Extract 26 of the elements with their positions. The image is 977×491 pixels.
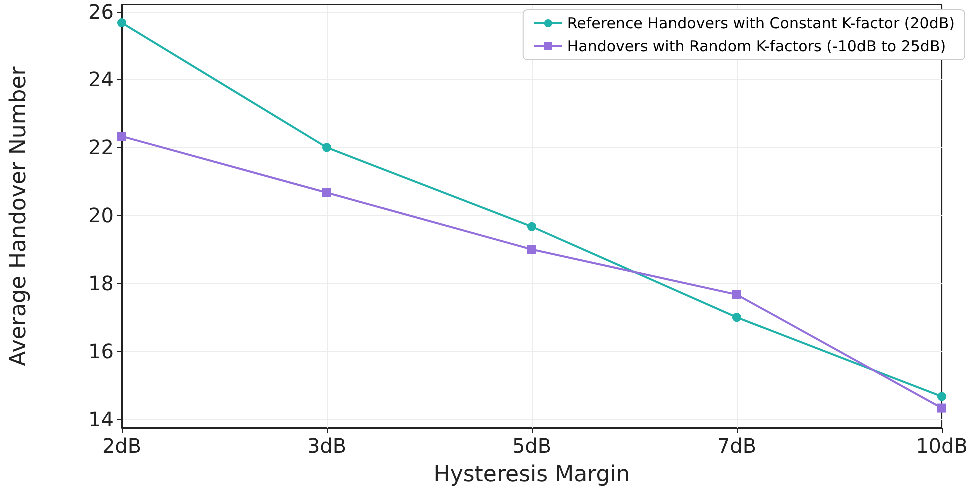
y-tick-label: 26 xyxy=(88,0,114,24)
point xyxy=(938,404,946,413)
y-axis-title: Average Handover Number xyxy=(6,66,32,366)
x-axis-title: Hysteresis Margin xyxy=(434,462,630,488)
x-tick-label: 7dB xyxy=(717,434,757,458)
legend-label: Handovers with Random K-factors (-10dB to 25dB) xyxy=(567,38,946,56)
x-tick-label: 10dB xyxy=(916,434,968,458)
y-tick-label: 14 xyxy=(88,408,114,432)
x-tick-label: 5dB xyxy=(512,434,552,458)
point xyxy=(938,392,946,402)
point xyxy=(732,313,742,322)
x-tick-label: 3dB xyxy=(307,434,347,458)
point xyxy=(528,245,536,254)
x-tick-label: 2dB xyxy=(102,434,142,458)
point xyxy=(732,290,742,300)
point xyxy=(118,132,126,141)
y-tick-label: 18 xyxy=(88,272,114,296)
y-tick-label: 24 xyxy=(88,68,114,92)
y-tick-label: 22 xyxy=(88,136,114,160)
legend-label: Reference Handovers with Constant K-factor (20dB) xyxy=(567,14,956,32)
point xyxy=(528,222,536,232)
point xyxy=(322,143,332,152)
y-tick-label: 20 xyxy=(88,204,114,228)
point xyxy=(118,18,126,28)
point xyxy=(322,188,332,198)
y-tick-label: 16 xyxy=(88,340,114,364)
